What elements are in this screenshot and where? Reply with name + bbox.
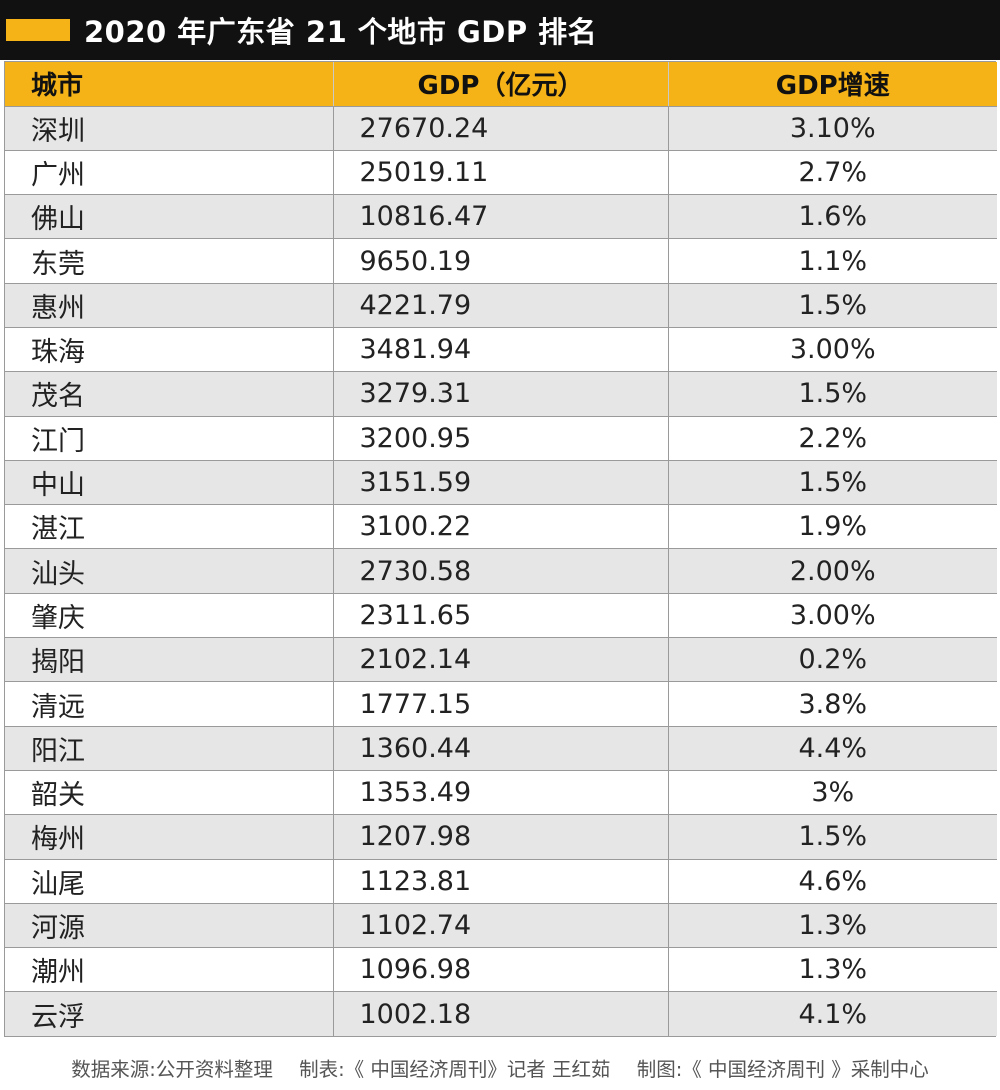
cell-gdp: 3481.94 xyxy=(333,327,669,373)
cell-gdp: 1123.81 xyxy=(333,859,669,904)
cell-growth: 2.7% xyxy=(668,150,997,196)
cell-growth: 1.5% xyxy=(668,814,997,860)
cell-growth: 1.5% xyxy=(668,371,997,417)
cell-growth: 2.2% xyxy=(668,416,997,461)
cell-gdp: 3100.22 xyxy=(333,504,669,550)
cell-city: 珠海 xyxy=(5,327,334,373)
cell-gdp: 1002.18 xyxy=(333,991,669,1037)
cell-city: 佛山 xyxy=(5,194,334,240)
table-row: 惠州 4221.79 1.5% xyxy=(5,283,997,328)
table-row: 茂名 3279.31 1.5% xyxy=(5,371,997,417)
table-row: 肇庆 2311.65 3.00% xyxy=(5,593,997,639)
cell-gdp: 10816.47 xyxy=(333,194,669,240)
cell-gdp: 1102.74 xyxy=(333,903,669,949)
cell-growth: 4.4% xyxy=(668,726,997,771)
cell-city: 中山 xyxy=(5,460,334,506)
footer-source: 数据来源:公开资料整理 xyxy=(71,1058,273,1081)
cell-city: 清远 xyxy=(5,681,334,727)
column-header-city: 城市 xyxy=(5,62,334,107)
cell-city: 深圳 xyxy=(5,106,334,151)
cell-gdp: 1096.98 xyxy=(333,947,669,993)
cell-city: 云浮 xyxy=(5,991,334,1037)
cell-city: 梅州 xyxy=(5,814,334,860)
footer-table-by: 制表:《 中国经济周刊》记者 王红茹 xyxy=(299,1058,611,1081)
table-row: 河源 1102.74 1.3% xyxy=(5,903,997,949)
cell-gdp: 1207.98 xyxy=(333,814,669,860)
gdp-table: 城市 GDP（亿元） GDP增速 深圳 27670.24 3.10% 广州 25019.… xyxy=(5,62,997,1037)
cell-growth: 0.2% xyxy=(668,637,997,683)
table-row: 佛山 10816.47 1.6% xyxy=(5,194,997,240)
cell-gdp: 4221.79 xyxy=(333,283,669,328)
table-row: 东莞 9650.19 1.1% xyxy=(5,238,997,284)
cell-city: 肇庆 xyxy=(5,593,334,639)
cell-city: 潮州 xyxy=(5,947,334,993)
title-accent-bar xyxy=(6,19,70,41)
table-row: 江门 3200.95 2.2% xyxy=(5,416,997,461)
cell-growth: 1.1% xyxy=(668,238,997,284)
cell-city: 惠州 xyxy=(5,283,334,328)
cell-growth: 3.00% xyxy=(668,593,997,639)
cell-growth: 1.3% xyxy=(668,903,997,949)
cell-city: 汕头 xyxy=(5,548,334,594)
column-header-gdp: GDP（亿元） xyxy=(333,62,669,107)
cell-growth: 3.00% xyxy=(668,327,997,373)
cell-growth: 3% xyxy=(668,770,997,816)
footer-chart-by: 制图:《 中国经济周刊 》采制中心 xyxy=(636,1058,929,1081)
cell-gdp: 1360.44 xyxy=(333,726,669,771)
table-row: 珠海 3481.94 3.00% xyxy=(5,327,997,373)
cell-city: 广州 xyxy=(5,150,334,196)
column-header-growth: GDP增速 xyxy=(668,62,997,107)
cell-growth: 3.10% xyxy=(668,106,997,151)
table-row: 汕尾 1123.81 4.6% xyxy=(5,859,997,904)
cell-city: 韶关 xyxy=(5,770,334,816)
cell-gdp: 1353.49 xyxy=(333,770,669,816)
cell-gdp: 27670.24 xyxy=(333,106,669,151)
table-row: 梅州 1207.98 1.5% xyxy=(5,814,997,860)
table-row: 潮州 1096.98 1.3% xyxy=(5,947,997,993)
chart-title: 2020 年广东省 21 个地市 GDP 排名 xyxy=(84,15,598,49)
cell-gdp: 3200.95 xyxy=(333,416,669,461)
cell-gdp: 2102.14 xyxy=(333,637,669,683)
cell-growth: 1.9% xyxy=(668,504,997,550)
cell-gdp: 2730.58 xyxy=(333,548,669,594)
table-header-row: 城市 GDP（亿元） GDP增速 xyxy=(5,62,997,107)
cell-city: 江门 xyxy=(5,416,334,461)
table-row: 云浮 1002.18 4.1% xyxy=(5,991,997,1037)
table-row: 阳江 1360.44 4.4% xyxy=(5,726,997,771)
table-row: 深圳 27670.24 3.10% xyxy=(5,106,997,151)
cell-gdp: 1777.15 xyxy=(333,681,669,727)
cell-gdp: 3151.59 xyxy=(333,460,669,506)
cell-city: 东莞 xyxy=(5,238,334,284)
table-row: 揭阳 2102.14 0.2% xyxy=(5,637,997,683)
cell-gdp: 9650.19 xyxy=(333,238,669,284)
cell-gdp: 3279.31 xyxy=(333,371,669,417)
table-row: 广州 25019.11 2.7% xyxy=(5,150,997,196)
cell-growth: 1.6% xyxy=(668,194,997,240)
cell-growth: 1.5% xyxy=(668,283,997,328)
table-row: 清远 1777.15 3.8% xyxy=(5,681,997,727)
cell-city: 阳江 xyxy=(5,726,334,771)
cell-growth: 1.3% xyxy=(668,947,997,993)
table-row: 韶关 1353.49 3% xyxy=(5,770,997,816)
table-body: 深圳 27670.24 3.10% 广州 25019.11 2.7% 佛山 10816.47 1… xyxy=(5,106,997,1037)
title-bar: 2020 年广东省 21 个地市 GDP 排名 xyxy=(0,0,1000,60)
gdp-table-container: 城市 GDP（亿元） GDP增速 深圳 27670.24 3.10% 广州 25019.… xyxy=(4,61,997,1038)
cell-city: 茂名 xyxy=(5,371,334,417)
cell-growth: 4.6% xyxy=(668,859,997,904)
cell-city: 湛江 xyxy=(5,504,334,550)
table-row: 中山 3151.59 1.5% xyxy=(5,460,997,506)
cell-growth: 2.00% xyxy=(668,548,997,594)
table-row: 湛江 3100.22 1.9% xyxy=(5,504,997,550)
cell-growth: 3.8% xyxy=(668,681,997,727)
cell-gdp: 2311.65 xyxy=(333,593,669,639)
cell-growth: 1.5% xyxy=(668,460,997,506)
cell-city: 揭阳 xyxy=(5,637,334,683)
footer-credits: 数据来源:公开资料整理 制表:《 中国经济周刊》记者 王红茹 制图:《 中国经济… xyxy=(0,1053,1000,1087)
cell-city: 汕尾 xyxy=(5,859,334,904)
cell-gdp: 25019.11 xyxy=(333,150,669,196)
cell-growth: 4.1% xyxy=(668,991,997,1037)
table-row: 汕头 2730.58 2.00% xyxy=(5,548,997,594)
cell-city: 河源 xyxy=(5,903,334,949)
